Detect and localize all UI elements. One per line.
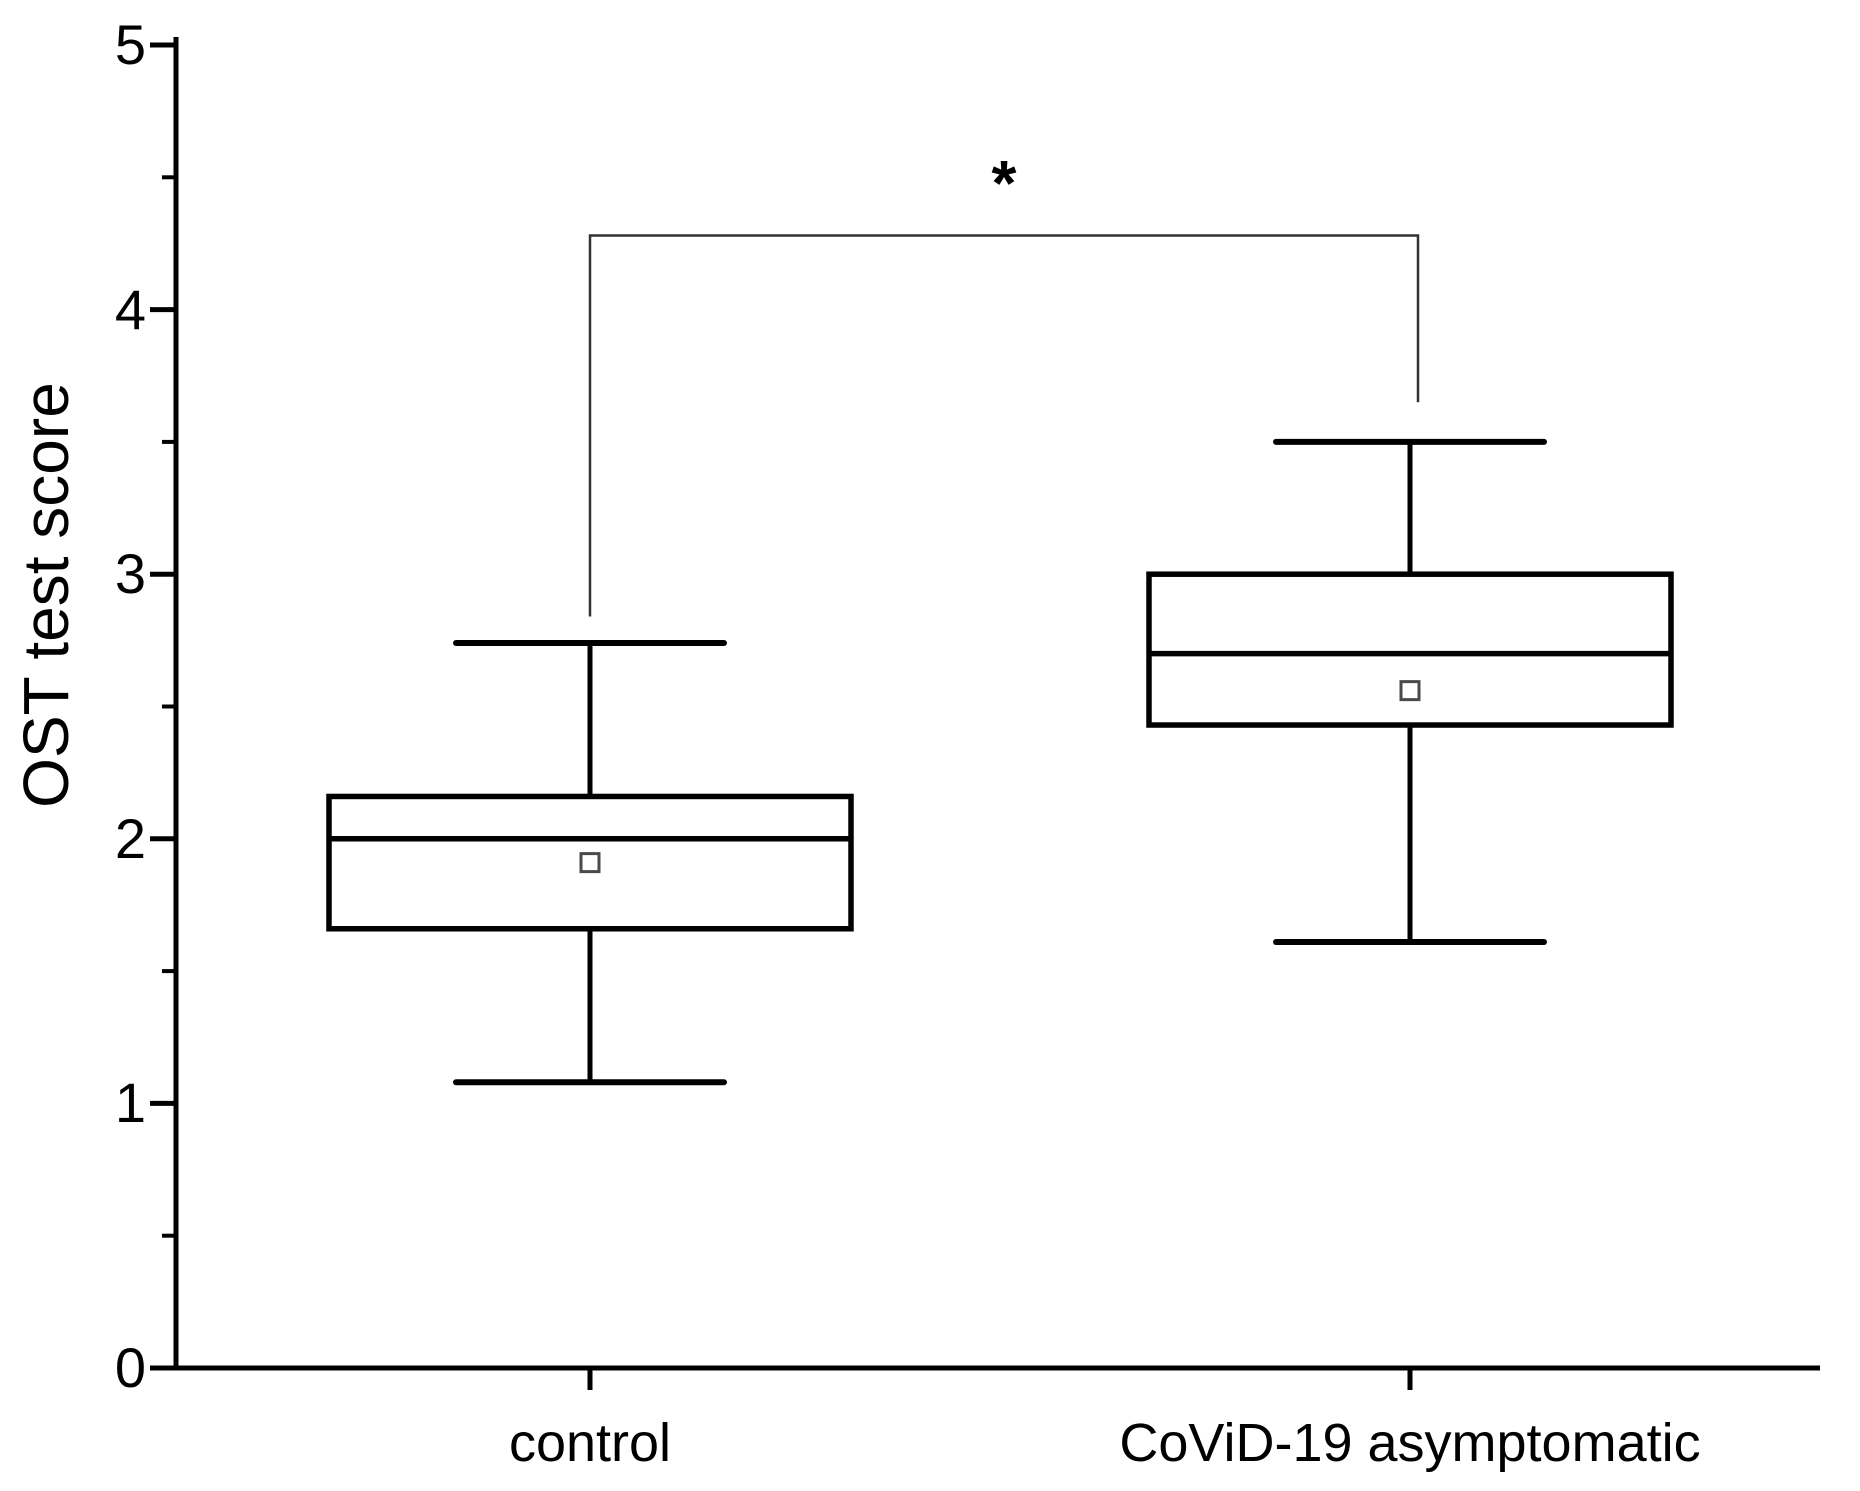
significance-asterisk: * [991, 146, 1017, 219]
y-axis-title: OST test score [10, 382, 82, 808]
y-tick-label-3: 3 [114, 542, 146, 606]
mean-marker-1 [1399, 680, 1421, 702]
y-tick-label-5: 5 [114, 13, 146, 76]
mean-marker-0 [579, 852, 601, 874]
y-tick-label-0: 0 [114, 1336, 146, 1399]
significance-bracket [588, 234, 1420, 617]
category-label-1: CoViD-19 asymptomatic [1119, 1413, 1701, 1473]
y-tick-label-4: 4 [114, 277, 146, 341]
y-tick-label-2: 2 [114, 806, 146, 870]
category-label-0: control [508, 1413, 672, 1473]
iqr-box-1 [1146, 571, 1674, 728]
y-tick-label-1: 1 [114, 1071, 146, 1135]
